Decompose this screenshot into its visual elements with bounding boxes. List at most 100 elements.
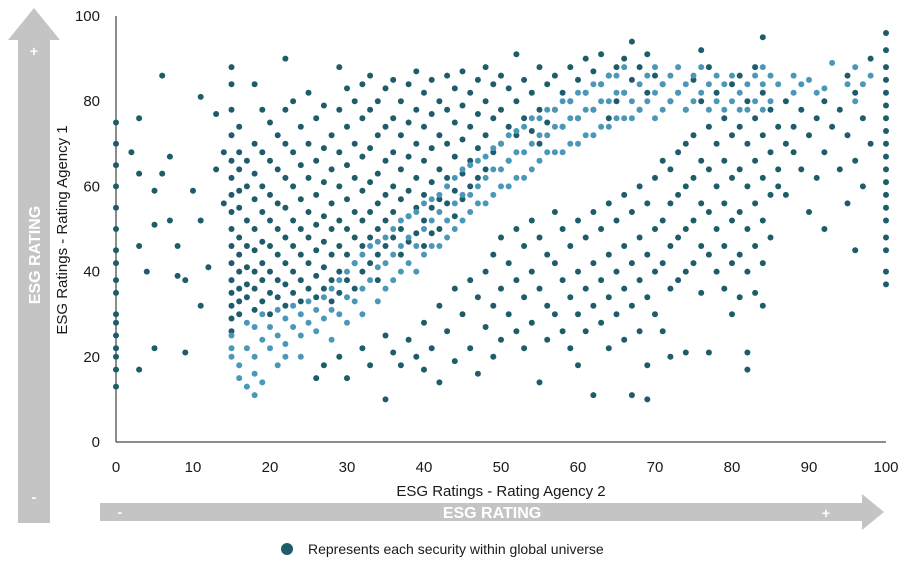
security-point [759,302,766,309]
security-point [505,123,512,130]
security-point [474,174,481,181]
security-point-light [498,140,504,147]
security-point [559,226,566,232]
security-point [459,68,466,75]
security-point [883,47,889,54]
security-point [736,123,743,130]
security-point [759,132,766,139]
security-point [713,226,720,232]
security-point [382,217,389,224]
security-point [313,375,320,382]
security-point [405,238,412,245]
security-point [736,251,743,258]
x-tick-label: 0 [112,459,120,476]
security-point [328,132,335,139]
security-point [575,76,581,83]
security-point [320,213,327,220]
security-point [421,217,427,224]
security-point [829,123,836,130]
legend: Represents each security within global u… [281,541,604,557]
security-point [251,140,258,147]
security-point [490,81,497,88]
security-point [498,285,504,292]
security-point [521,76,528,83]
x-tick-label: 90 [801,459,818,476]
security-point [883,217,889,224]
security-point [883,179,889,186]
security-point [575,362,581,369]
security-point [236,123,243,130]
security-point-light [551,106,558,113]
security-point [883,30,889,36]
security-point-light [436,243,443,249]
security-point [320,362,327,369]
security-point [559,277,566,284]
security-point-light [713,98,720,105]
security-point [436,98,443,105]
security-point [251,268,258,275]
security-point-light [236,362,243,369]
y-tick-label: 60 [83,178,100,195]
security-point [274,226,281,232]
security-point-light [675,64,682,71]
security-point-light [682,106,689,113]
security-point [590,260,597,267]
security-point-light [652,64,658,71]
security-point-light [459,191,466,198]
security-point [421,366,427,373]
security-point [267,119,273,126]
security-point [228,174,235,181]
security-point-light [821,85,828,92]
security-point [744,98,751,105]
security-point-light [605,123,612,130]
security-point-light [636,106,643,113]
security-point-light [505,132,512,139]
security-point [482,268,489,275]
security-point [859,115,866,122]
security-point-light [521,123,528,130]
security-point [459,311,466,318]
security-point-light [690,98,697,105]
security-point [513,51,520,58]
security-point [844,132,851,139]
security-point [490,353,497,360]
security-point-light [559,98,566,105]
security-point [236,285,243,292]
security-point [628,76,635,83]
security-point-light [451,174,458,181]
security-point [883,204,889,211]
security-point [451,153,458,160]
security-point [136,115,143,122]
security-point [667,166,674,173]
security-point [883,153,889,160]
security-point [652,226,658,232]
security-point-light [628,115,635,122]
security-point [359,268,366,275]
security-point [729,260,735,267]
security-point-light [320,315,327,322]
security-point [336,289,343,296]
security-point [359,153,366,160]
security-point [628,392,635,399]
security-point [413,230,420,237]
security-point [729,311,735,318]
security-point [413,353,420,360]
security-point [883,281,889,288]
security-point [259,298,266,305]
security-point [544,302,551,309]
security-point [490,149,497,156]
security-point-light [767,98,774,105]
security-point-light [752,98,759,105]
security-point-light [243,383,250,390]
security-point [297,123,304,130]
security-point-light [344,319,350,326]
security-point-light [705,81,712,88]
security-point-light [336,311,343,318]
security-point [213,166,220,173]
security-point [490,302,497,309]
security-point [374,170,381,177]
security-point [682,183,689,190]
security-point [228,302,235,309]
security-point [636,328,643,335]
security-point-light [474,157,481,164]
